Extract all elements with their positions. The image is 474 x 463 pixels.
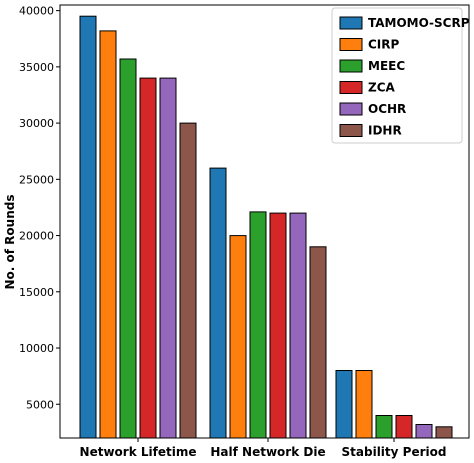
x-tick-label-network-lifetime: Network Lifetime bbox=[80, 445, 197, 459]
legend-box bbox=[331, 7, 463, 144]
y-tick-label-25000: 25000 bbox=[19, 173, 54, 186]
legend-swatch-meec bbox=[339, 59, 363, 73]
bar-idhr-network-lifetime bbox=[179, 122, 197, 439]
y-tick-label-40000: 40000 bbox=[19, 5, 54, 18]
x-tick-label-half-network-die: Half Network Die bbox=[210, 445, 325, 459]
bar-zca-network-lifetime bbox=[139, 77, 157, 439]
legend-label-meec: MEEC bbox=[368, 59, 405, 73]
legend-swatch-zca bbox=[339, 81, 363, 94]
y-axis: 5000 10000 15000 20000 25000 30000 35000 40000 bbox=[19, 5, 60, 411]
legend-label-tamomo-scrp: TAMOMO-SCRP bbox=[368, 16, 470, 30]
bar-ochr-network-lifetime bbox=[159, 77, 177, 439]
legend-label-cirp: CIRP bbox=[368, 38, 400, 52]
legend-label-ochr: OCHR bbox=[368, 102, 406, 116]
x-axis: Network Lifetime Half Network Die Stabilit… bbox=[80, 438, 447, 459]
y-tick-label-5000: 5000 bbox=[26, 398, 54, 411]
bar-ochr-stability-period bbox=[415, 424, 433, 439]
legend-label-zca: ZCA bbox=[368, 81, 396, 95]
legend-swatch-cirp bbox=[339, 38, 363, 51]
y-tick-label-35000: 35000 bbox=[19, 61, 54, 74]
y-tick-label-30000: 30000 bbox=[19, 117, 54, 130]
bar-meec-network-lifetime bbox=[119, 58, 137, 439]
bar-tamomo-scrp-half-network-die bbox=[209, 167, 227, 439]
legend-swatch-ochr bbox=[339, 102, 363, 116]
bar-cirp-half-network-die bbox=[229, 235, 247, 439]
y-axis-title: No. of Rounds bbox=[3, 195, 17, 290]
y-tick-label-10000: 10000 bbox=[19, 342, 54, 355]
plot-frame bbox=[59, 4, 470, 439]
y-tick-label-15000: 15000 bbox=[19, 286, 54, 299]
bar-ochr-half-network-die bbox=[289, 212, 307, 439]
bar-zca-stability-period bbox=[395, 415, 413, 439]
bar-meec-half-network-die bbox=[249, 211, 267, 439]
bar-cirp-stability-period bbox=[355, 370, 373, 439]
legend-swatch-idhr bbox=[339, 124, 363, 137]
legend-label-idhr: IDHR bbox=[368, 124, 402, 138]
x-tick-label-stability-period: Stability Period bbox=[342, 445, 447, 459]
bar-cirp-network-lifetime bbox=[99, 30, 117, 439]
bars-group bbox=[79, 15, 453, 439]
bar-idhr-stability-period bbox=[435, 426, 453, 439]
legend-swatch-tamomo-scrp bbox=[339, 16, 363, 30]
legend: TAMOMO-SCRP CIRP MEEC ZCA OCHR IDHR bbox=[331, 7, 470, 144]
bar-tamomo-scrp-stability-period bbox=[335, 370, 353, 439]
bar-meec-stability-period bbox=[375, 415, 393, 439]
bar-idhr-half-network-die bbox=[309, 246, 327, 439]
bar-zca-half-network-die bbox=[269, 212, 287, 439]
y-tick-label-20000: 20000 bbox=[19, 230, 54, 243]
bar-tamomo-scrp-network-lifetime bbox=[79, 15, 97, 439]
